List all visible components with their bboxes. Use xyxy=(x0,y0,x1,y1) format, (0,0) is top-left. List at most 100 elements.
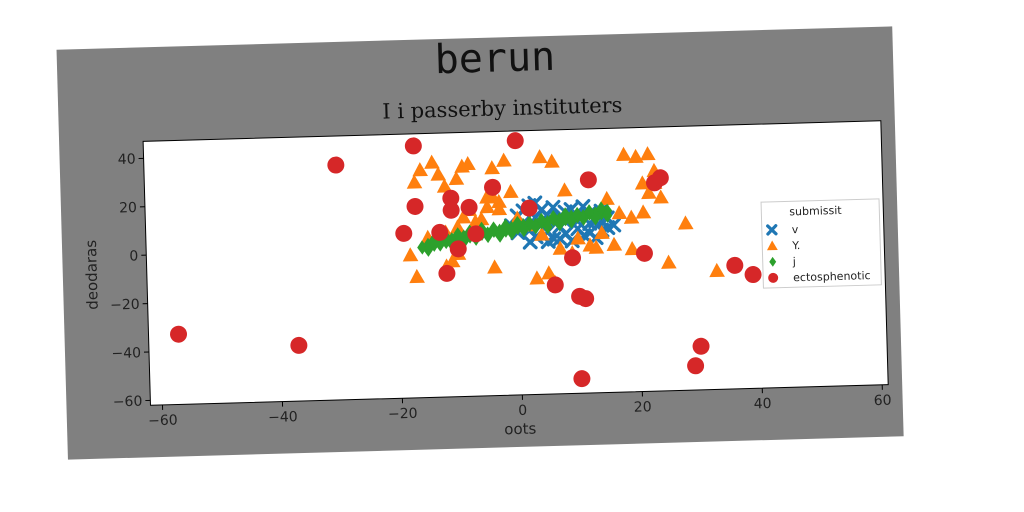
data-point-triangle xyxy=(606,236,623,251)
x-tick-label: 60 xyxy=(874,393,892,409)
data-point-circle xyxy=(404,137,422,155)
data-point-diamond xyxy=(560,207,571,222)
data-point-triangle xyxy=(634,175,651,190)
y-tick-label: −60 xyxy=(113,394,143,411)
data-point-x xyxy=(522,234,538,250)
data-point-triangle xyxy=(448,170,465,186)
data-point-circle xyxy=(579,171,597,189)
data-point-circle xyxy=(395,224,413,242)
data-point-diamond xyxy=(542,219,553,235)
data-point-circle xyxy=(687,357,705,375)
data-point-triangle xyxy=(677,215,694,230)
data-point-triangle xyxy=(460,155,476,171)
y-tick-label: 40 xyxy=(118,152,136,168)
y-tick-label: 20 xyxy=(119,200,137,216)
data-point-x xyxy=(552,231,568,247)
data-point-triangle xyxy=(409,268,425,284)
legend-title: submissit xyxy=(789,204,842,218)
series-circle xyxy=(170,132,762,388)
data-point-triangle xyxy=(570,230,586,245)
data-point-triangle xyxy=(496,152,512,167)
data-point-circle xyxy=(573,370,591,388)
x-tick-label: 0 xyxy=(518,403,527,419)
legend-label: v xyxy=(792,223,799,236)
data-point-triangle xyxy=(406,174,423,189)
data-point-circle xyxy=(564,249,582,267)
x-tick-label: −60 xyxy=(148,413,178,430)
data-point-circle xyxy=(651,169,669,187)
legend-label: Y. xyxy=(791,239,800,252)
data-point-triangle xyxy=(424,154,440,169)
data-point-circle xyxy=(170,325,188,343)
data-point-circle xyxy=(744,266,762,284)
data-point-circle xyxy=(327,156,345,174)
data-point-diamond xyxy=(548,209,559,225)
data-point-triangle xyxy=(623,209,640,224)
data-point-triangle xyxy=(455,209,472,224)
data-point-triangle xyxy=(640,146,656,161)
data-point-circle xyxy=(406,197,424,215)
legend-marker xyxy=(766,240,778,251)
data-point-triangle xyxy=(529,270,546,285)
data-point-circle xyxy=(290,336,308,354)
x-tick-label: −20 xyxy=(388,406,418,423)
data-point-triangle xyxy=(479,189,495,204)
legend-box xyxy=(760,198,882,289)
data-point-circle xyxy=(577,290,595,308)
data-point-circle xyxy=(635,244,653,262)
data-point-diamond xyxy=(459,234,470,249)
data-point-diamond xyxy=(452,227,463,242)
legend-marker xyxy=(768,272,779,283)
data-point-triangle xyxy=(661,254,677,269)
data-point-triangle xyxy=(503,183,519,199)
data-point-x xyxy=(545,199,561,216)
x-tick-label: 40 xyxy=(754,396,772,412)
data-point-circle xyxy=(692,337,710,355)
chart-figure: berun I i passerby instituters −60 −40 −20… xyxy=(56,26,904,460)
data-point-circle xyxy=(438,264,456,282)
data-point-diamond xyxy=(584,204,595,219)
data-point-diamond xyxy=(554,217,565,232)
data-point-circle xyxy=(442,189,460,207)
data-point-triangle xyxy=(436,178,453,193)
data-point-circle xyxy=(449,240,467,258)
data-point-triangle xyxy=(641,184,657,200)
x-tick-label: −40 xyxy=(268,409,298,426)
legend-marker xyxy=(769,256,777,267)
data-point-triangle xyxy=(557,182,573,197)
data-point-diamond xyxy=(488,221,499,236)
data-point-diamond xyxy=(512,215,523,231)
y-tick-label: 0 xyxy=(129,248,138,264)
data-point-diamond xyxy=(500,218,511,233)
data-point-triangle xyxy=(635,204,652,219)
data-point-triangle xyxy=(484,160,500,175)
data-point-diamond xyxy=(518,222,529,238)
legend-marker xyxy=(766,224,778,236)
data-point-diamond xyxy=(428,232,439,248)
y-tick-label: −20 xyxy=(110,297,140,314)
series-diamond xyxy=(417,201,613,257)
data-point-diamond xyxy=(506,225,517,240)
data-point-triangle xyxy=(588,239,605,254)
data-point-triangle xyxy=(412,162,428,177)
data-point-triangle xyxy=(552,240,569,255)
data-point-triangle xyxy=(541,265,557,280)
y-axis-label: deodaras xyxy=(82,240,102,310)
scatter-marks xyxy=(170,132,762,388)
data-point-circle xyxy=(460,198,478,216)
data-point-circle xyxy=(520,199,538,217)
y-tick-label: −40 xyxy=(111,345,141,362)
data-point-circle xyxy=(546,276,564,294)
data-point-diamond xyxy=(590,211,601,226)
data-point-diamond xyxy=(423,242,434,257)
legend-label: ectosphenotic xyxy=(793,269,871,284)
data-point-triangle xyxy=(532,149,548,164)
data-point-diamond xyxy=(494,228,505,243)
data-point-circle xyxy=(506,132,524,150)
chart-title: berun xyxy=(434,34,556,83)
data-point-x xyxy=(606,217,622,233)
data-point-diamond xyxy=(566,214,577,229)
data-point-diamond xyxy=(482,228,493,244)
data-point-triangle xyxy=(611,205,628,220)
